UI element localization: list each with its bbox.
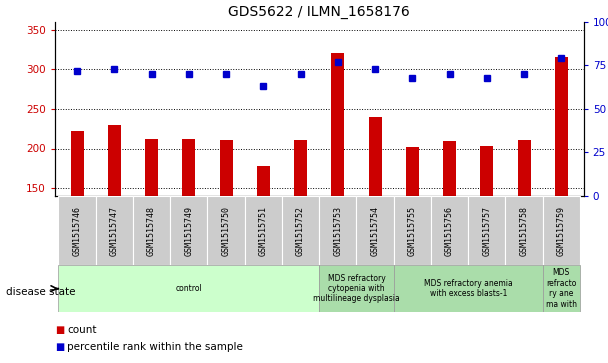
Text: disease state: disease state — [6, 287, 75, 297]
Bar — [108, 125, 121, 196]
Bar — [207, 196, 244, 265]
Text: ■: ■ — [55, 342, 64, 352]
Text: GSM1515752: GSM1515752 — [296, 205, 305, 256]
Bar — [294, 140, 307, 196]
Bar — [133, 196, 170, 265]
Bar — [244, 196, 282, 265]
Bar — [95, 196, 133, 265]
Bar — [219, 140, 233, 196]
Bar — [543, 265, 580, 312]
Text: ■: ■ — [55, 325, 64, 335]
Text: GSM1515753: GSM1515753 — [333, 205, 342, 256]
Bar — [517, 140, 531, 196]
Text: count: count — [67, 325, 97, 335]
Text: GSM1515754: GSM1515754 — [371, 205, 379, 256]
Bar — [555, 57, 568, 196]
Bar — [468, 196, 505, 265]
Bar — [394, 265, 543, 312]
Text: GSM1515759: GSM1515759 — [557, 205, 566, 256]
Text: GSM1515747: GSM1515747 — [110, 205, 119, 256]
Bar — [394, 196, 431, 265]
Bar — [170, 196, 207, 265]
Bar — [257, 166, 270, 196]
Text: MDS refractory anemia
with excess blasts-1: MDS refractory anemia with excess blasts… — [424, 279, 513, 298]
Bar — [368, 117, 382, 196]
Bar — [505, 196, 543, 265]
Text: GSM1515750: GSM1515750 — [221, 205, 230, 256]
Bar — [331, 53, 344, 196]
Bar — [319, 196, 356, 265]
Bar — [543, 196, 580, 265]
Bar — [71, 131, 83, 196]
Text: MDS
refracto
ry ane
ma with: MDS refracto ry ane ma with — [546, 269, 577, 309]
Bar — [319, 265, 394, 312]
Bar — [282, 196, 319, 265]
Text: GSM1515748: GSM1515748 — [147, 205, 156, 256]
Text: GSM1515749: GSM1515749 — [184, 205, 193, 256]
Text: MDS refractory
cytopenia with
multilineage dysplasia: MDS refractory cytopenia with multilinea… — [313, 274, 400, 303]
Text: percentile rank within the sample: percentile rank within the sample — [67, 342, 243, 352]
Title: GDS5622 / ILMN_1658176: GDS5622 / ILMN_1658176 — [229, 5, 410, 19]
Text: GSM1515755: GSM1515755 — [408, 205, 417, 256]
Text: GSM1515758: GSM1515758 — [520, 205, 528, 256]
Bar — [145, 139, 158, 196]
Text: GSM1515756: GSM1515756 — [445, 205, 454, 256]
Bar — [443, 140, 456, 196]
Text: control: control — [176, 284, 202, 293]
Text: GSM1515751: GSM1515751 — [259, 205, 268, 256]
Bar — [356, 196, 394, 265]
Bar — [182, 139, 195, 196]
Bar — [58, 196, 95, 265]
Bar — [431, 196, 468, 265]
Bar — [406, 147, 419, 196]
Bar — [58, 265, 319, 312]
Text: GSM1515746: GSM1515746 — [72, 205, 81, 256]
Text: GSM1515757: GSM1515757 — [482, 205, 491, 256]
Bar — [480, 146, 493, 196]
